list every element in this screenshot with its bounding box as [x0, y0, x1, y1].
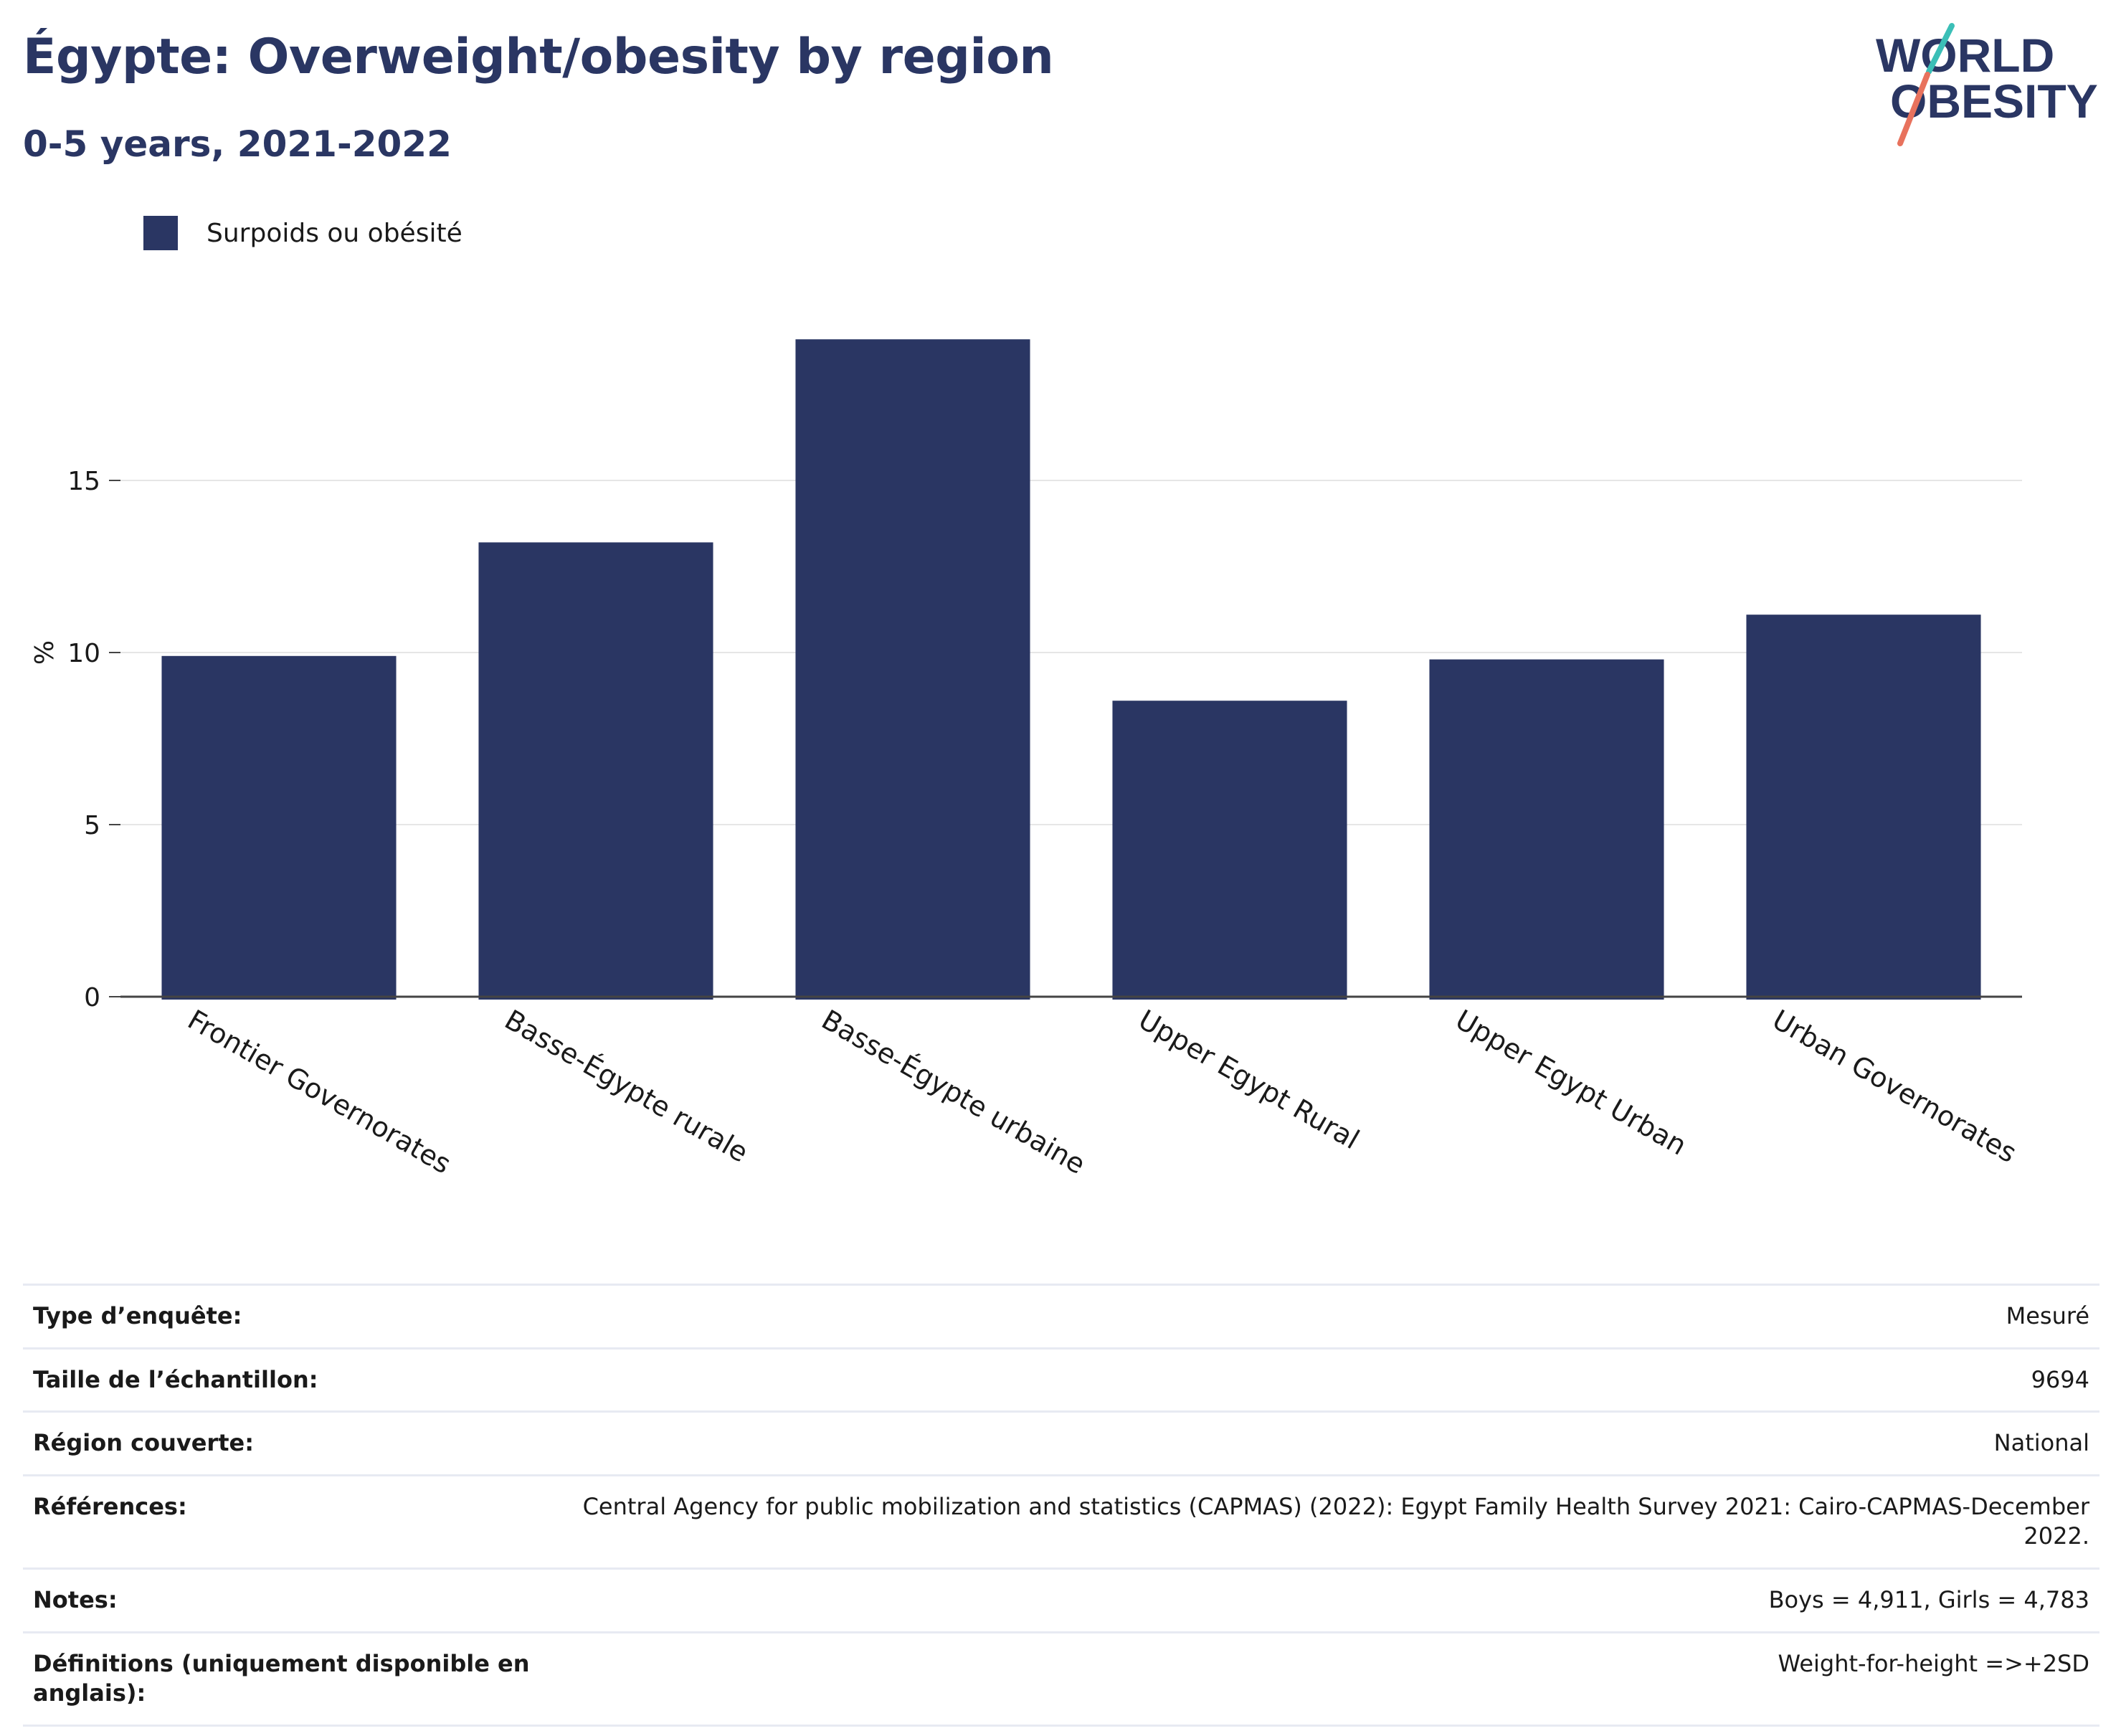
- x-tick-label: Urban Governorates: [1768, 1004, 2022, 1170]
- info-value: National: [1993, 1429, 2089, 1457]
- info-key: Type d’enquête:: [33, 1302, 242, 1329]
- y-tick-label: 5: [84, 811, 100, 840]
- y-tick-label: 0: [84, 983, 100, 1012]
- info-value: 9694: [2031, 1365, 2089, 1393]
- y-axis-label: %: [30, 640, 60, 665]
- info-key: Région couverte:: [33, 1429, 254, 1457]
- grid-layer: [120, 480, 2022, 825]
- legend[interactable]: Surpoids ou obésité: [143, 215, 462, 251]
- bars-layer: [161, 339, 1981, 1000]
- legend-label: Surpoids ou obésité: [207, 218, 462, 248]
- info-value: Boys = 4,911, Girls = 4,783: [1768, 1585, 2089, 1613]
- bar-3[interactable]: [1112, 701, 1347, 1000]
- x-tick-label: Upper Egypt Urban: [1451, 1004, 1692, 1162]
- bar-5[interactable]: [1746, 615, 1981, 1000]
- info-key: Taille de l’échantillon:: [33, 1365, 318, 1393]
- info-value: Weight-for-height =>+2SD: [1778, 1649, 2089, 1677]
- x-tick-label: Frontier Governorates: [183, 1004, 457, 1180]
- x-tick-label: Basse-Égypte rurale: [500, 1004, 754, 1169]
- info-row: Région couverte: National: [23, 1411, 2099, 1476]
- x-tick-label: Basse-Égypte urbaine: [817, 1004, 1091, 1180]
- bar-2[interactable]: [795, 339, 1030, 1000]
- info-key: Notes:: [33, 1585, 118, 1613]
- survey-info-table: Type d’enquête: Mesuré Taille de l’échanti…: [23, 1284, 2099, 1727]
- bar-chart: 0 5 10 15% Frontier Governorates Basse-Égypte…: [30, 339, 2022, 1180]
- logo-text-world: WORLD: [1876, 29, 2054, 82]
- axis-layer: [109, 480, 2022, 998]
- logo-slash-coral: [1897, 72, 1930, 146]
- logo-slash-teal: [1926, 23, 1955, 75]
- info-key: Références:: [33, 1492, 187, 1520]
- bar-4[interactable]: [1429, 659, 1664, 1000]
- info-value: Central Agency for public mobilization a…: [582, 1492, 2089, 1550]
- y-tick-label: 10: [67, 639, 100, 668]
- info-row: Références: Central Agency for public mob…: [23, 1475, 2099, 1568]
- info-row: Type d’enquête: Mesuré: [23, 1284, 2099, 1349]
- info-value: Mesuré: [2006, 1302, 2089, 1329]
- bar-1[interactable]: [478, 542, 713, 1000]
- x-tick-label: Upper Egypt Rural: [1134, 1004, 1365, 1156]
- world-obesity-logo: WORLD OBESITY: [1876, 23, 2098, 146]
- info-key: Définitions (uniquement disponible en an…: [33, 1649, 530, 1707]
- bar-0[interactable]: [161, 655, 397, 1000]
- chart-subtitle: 0-5 years, 2021-2022: [23, 123, 452, 165]
- info-row: Taille de l’échantillon: 9694: [23, 1348, 2099, 1412]
- chart-title: Égypte: Overweight/obesity by region: [23, 29, 1054, 85]
- info-row: Définitions (uniquement disponible en an…: [23, 1632, 2099, 1726]
- y-tick-label: 15: [67, 467, 100, 496]
- legend-swatch: [143, 216, 178, 250]
- info-row: Notes: Boys = 4,911, Girls = 4,783: [23, 1568, 2099, 1632]
